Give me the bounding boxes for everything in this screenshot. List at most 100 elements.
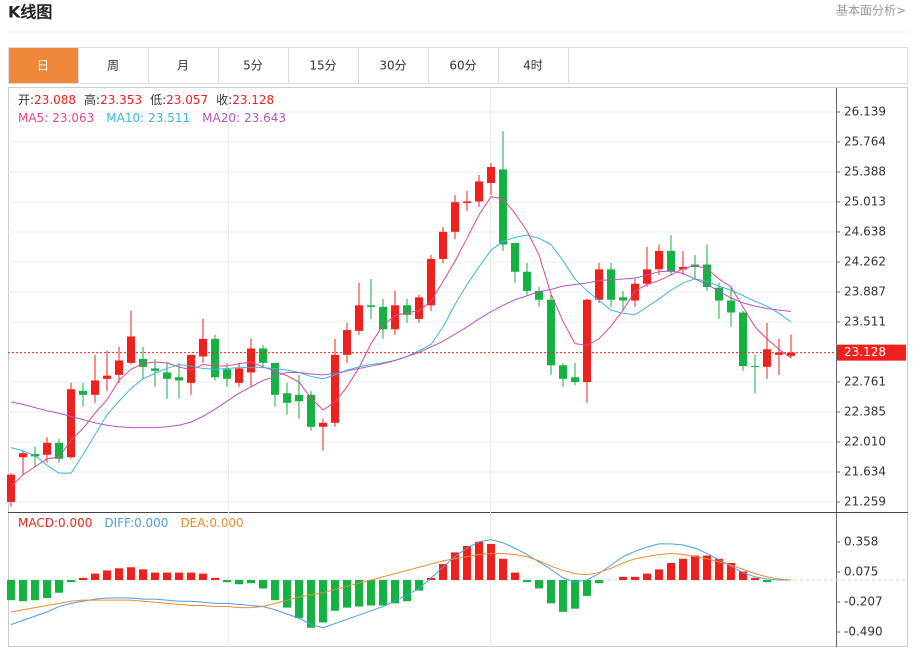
macd-bar (487, 543, 495, 580)
candle-body (343, 330, 351, 355)
legend-name: MA5: (18, 111, 48, 125)
candle-body (55, 442, 63, 459)
macd-bar (667, 563, 675, 580)
last-price-label: 23.128 (844, 345, 886, 359)
macd-bar (283, 580, 291, 608)
macd-bar (643, 573, 651, 580)
candle-body (523, 271, 531, 291)
tab[interactable] (288, 47, 359, 84)
candle-body (559, 365, 567, 379)
ma-line (10, 270, 792, 429)
candle-body (427, 258, 435, 306)
candle-body (787, 352, 795, 356)
macd-bar (631, 576, 639, 580)
macd-bar (583, 580, 591, 596)
macd-bar (679, 558, 687, 580)
page-title: K线图 (8, 3, 52, 22)
tab-label[interactable]: 4时 (523, 59, 543, 73)
candle-body (151, 368, 159, 371)
macd-bar (307, 580, 315, 628)
tab-label[interactable]: 30分 (379, 59, 406, 73)
candle-body (703, 264, 711, 287)
candle-body (403, 305, 411, 315)
candle-body (271, 362, 279, 395)
candle-body (331, 354, 339, 423)
macd-bar (427, 577, 435, 580)
tab[interactable] (218, 47, 289, 84)
ohlc-value: 23.057 (166, 93, 208, 107)
ohlc-value: 23.128 (232, 93, 274, 107)
candle-body (511, 242, 519, 272)
legend-name: DIFF: (104, 516, 134, 530)
candle-body (631, 283, 639, 301)
ohlc-label: 高: (84, 92, 100, 107)
macd-bar (187, 572, 195, 580)
candle-body (127, 336, 135, 363)
tab-label[interactable]: 15分 (309, 59, 336, 73)
tab[interactable] (428, 47, 499, 84)
tab-label[interactable]: 日 (37, 59, 49, 73)
legend-name: MA10: (106, 111, 144, 125)
candle-body (67, 389, 75, 458)
candle-body (367, 305, 375, 307)
macd-bar (151, 572, 159, 580)
ma-line (10, 196, 792, 488)
macd-bar (535, 580, 543, 589)
candle-body (43, 442, 51, 455)
macd-bar (295, 580, 303, 619)
tab-label[interactable]: 60分 (449, 59, 476, 73)
macd-bar (415, 580, 423, 591)
candle-body (175, 377, 183, 381)
candle-body (667, 250, 675, 272)
y-tick-label: 22.385 (844, 405, 886, 419)
y-tick-label: 25.764 (844, 134, 886, 148)
legend-name: MACD: (18, 516, 58, 530)
tab[interactable] (498, 47, 569, 84)
macd-bar (139, 569, 147, 580)
last-price-box (837, 344, 906, 361)
tab-label[interactable]: 月 (177, 59, 189, 73)
macd-bar (91, 573, 99, 580)
tab-label[interactable]: 5分 (243, 59, 263, 73)
macd-bar (499, 558, 507, 580)
macd-bar (223, 580, 231, 583)
macd-bar (355, 580, 363, 607)
tab-label[interactable]: 周 (107, 59, 119, 73)
candle-body (139, 358, 147, 367)
tab[interactable] (78, 47, 149, 84)
macd-bar (211, 577, 219, 580)
macd-line (10, 552, 792, 613)
macd-bar (19, 580, 27, 602)
y-tick-label: 24.262 (844, 254, 886, 268)
legend-value: 0.000 (134, 516, 168, 530)
macd-bar (727, 563, 735, 580)
macd-bar (367, 580, 375, 606)
candle-body (307, 394, 315, 427)
macd-bar (511, 572, 519, 580)
macd-bar (199, 573, 207, 580)
macd-bar (163, 572, 171, 580)
candle-body (163, 372, 171, 379)
macd-bar (271, 580, 279, 601)
candle-body (19, 453, 27, 458)
macd-bar (391, 580, 399, 604)
macd-bar (127, 567, 135, 580)
candle-body (415, 297, 423, 319)
y-tick-label: 25.388 (844, 165, 886, 179)
candle-body (259, 348, 267, 363)
macd-bar (331, 580, 339, 611)
legend-name: DEA: (180, 516, 209, 530)
y-tick-label: 22.010 (844, 434, 886, 448)
analysis-link[interactable]: 基本面分析> (836, 4, 906, 18)
macd-bar (343, 580, 351, 608)
tab[interactable] (358, 47, 429, 84)
tab[interactable] (8, 47, 79, 84)
candle-body (595, 269, 603, 300)
y-tick-label: 21.634 (844, 465, 886, 479)
ma-legend: MA5: 23.063 MA10: 23.511 MA20: 23.643 (18, 111, 286, 125)
macd-legend: MACD:0.000 DIFF:0.000 DEA:0.000 (18, 516, 244, 530)
candle-body (487, 167, 495, 184)
legend-value: 23.063 (52, 111, 94, 125)
y-tick-label: 23.511 (844, 315, 886, 329)
